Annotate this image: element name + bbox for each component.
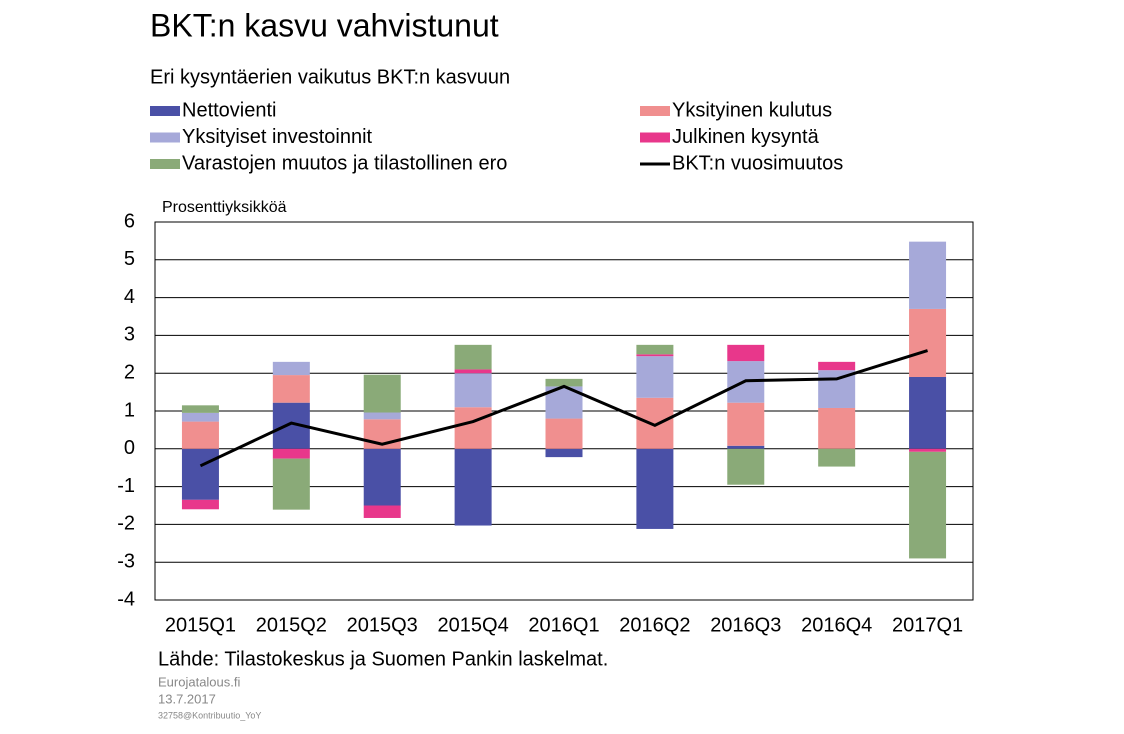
bar (818, 361, 856, 371)
legend-label: Yksityinen kulutus (672, 99, 832, 121)
y-tick-label: 2 (124, 361, 135, 383)
bar (636, 356, 674, 398)
x-tick-label: 2016Q4 (801, 614, 872, 636)
y-axis-label: Prosenttiyksikköä (162, 199, 287, 216)
footer-site: Eurojatalous.fi (158, 674, 240, 689)
legend-label: Nettovienti (182, 99, 277, 121)
bar (909, 451, 947, 559)
x-tick-label: 2015Q4 (438, 614, 509, 636)
source-note: Lähde: Tilastokeskus ja Suomen Pankin la… (158, 648, 608, 670)
bar (545, 448, 583, 458)
bar (636, 354, 674, 357)
y-tick-label: 5 (124, 248, 135, 270)
y-tick-label: 3 (124, 324, 135, 346)
footer-code: 32758@Kontribuutio_YoY (158, 710, 261, 720)
y-tick-label: 1 (124, 399, 135, 421)
bar (818, 407, 856, 449)
bar (545, 418, 583, 449)
x-tick-label: 2017Q1 (892, 614, 963, 636)
plot-frame (154, 221, 974, 601)
bar (181, 421, 219, 449)
y-tick-label: 4 (124, 286, 135, 308)
bar (909, 376, 947, 449)
bar (545, 378, 583, 387)
legend-swatch (640, 106, 670, 116)
bar (363, 505, 401, 518)
chart-subtitle: Eri kysyntäerien vaikutus BKT:n kasvuun (150, 66, 510, 88)
footer-date: 13.7.2017 (158, 691, 216, 706)
bar (181, 412, 219, 422)
bar (272, 361, 310, 376)
bar (454, 344, 492, 370)
y-tick-label: 0 (124, 437, 135, 459)
bar (363, 374, 401, 413)
legend-label: Julkinen kysyntä (672, 126, 820, 148)
y-tick-label: -3 (117, 550, 135, 572)
bar (818, 448, 856, 467)
bar (272, 448, 310, 459)
legend-label: Varastojen muutos ja tilastollinen ero (182, 152, 507, 174)
y-tick-label: -2 (117, 513, 135, 535)
bar (727, 344, 765, 362)
bar (454, 448, 492, 526)
y-tick-label: -1 (117, 475, 135, 497)
bar (272, 375, 310, 403)
bar (727, 402, 765, 446)
x-tick-label: 2015Q3 (347, 614, 418, 636)
legend-label: Yksityiset investoinnit (182, 126, 373, 148)
legend-swatch (150, 106, 180, 116)
x-tick-label: 2015Q2 (256, 614, 327, 636)
bar (181, 448, 219, 500)
legend-swatch (640, 132, 670, 143)
bar (454, 373, 492, 408)
x-tick-label: 2016Q2 (619, 614, 690, 636)
bar (363, 412, 401, 420)
y-tick-label: 6 (124, 210, 135, 232)
bar (181, 499, 219, 510)
bar (272, 458, 310, 510)
bar (636, 397, 674, 449)
legend-label: BKT:n vuosimuutos (672, 152, 843, 174)
x-tick-label: 2016Q3 (710, 614, 781, 636)
bar (636, 448, 674, 529)
legend-swatch (150, 159, 180, 169)
bar (181, 405, 219, 413)
bar (909, 308, 947, 377)
chart-title: BKT:n kasvu vahvistunut (150, 7, 499, 43)
x-tick-label: 2015Q1 (165, 614, 236, 636)
bar (636, 344, 674, 355)
y-tick-label: -4 (117, 588, 135, 610)
x-tick-label: 2016Q1 (528, 614, 599, 636)
line-series (199, 349, 929, 468)
bar (909, 448, 947, 452)
bar (454, 407, 492, 449)
bar (363, 448, 401, 506)
bar (454, 369, 492, 374)
bar (909, 241, 947, 309)
bar (727, 445, 765, 449)
legend-swatch (150, 132, 180, 143)
bar (727, 448, 765, 485)
